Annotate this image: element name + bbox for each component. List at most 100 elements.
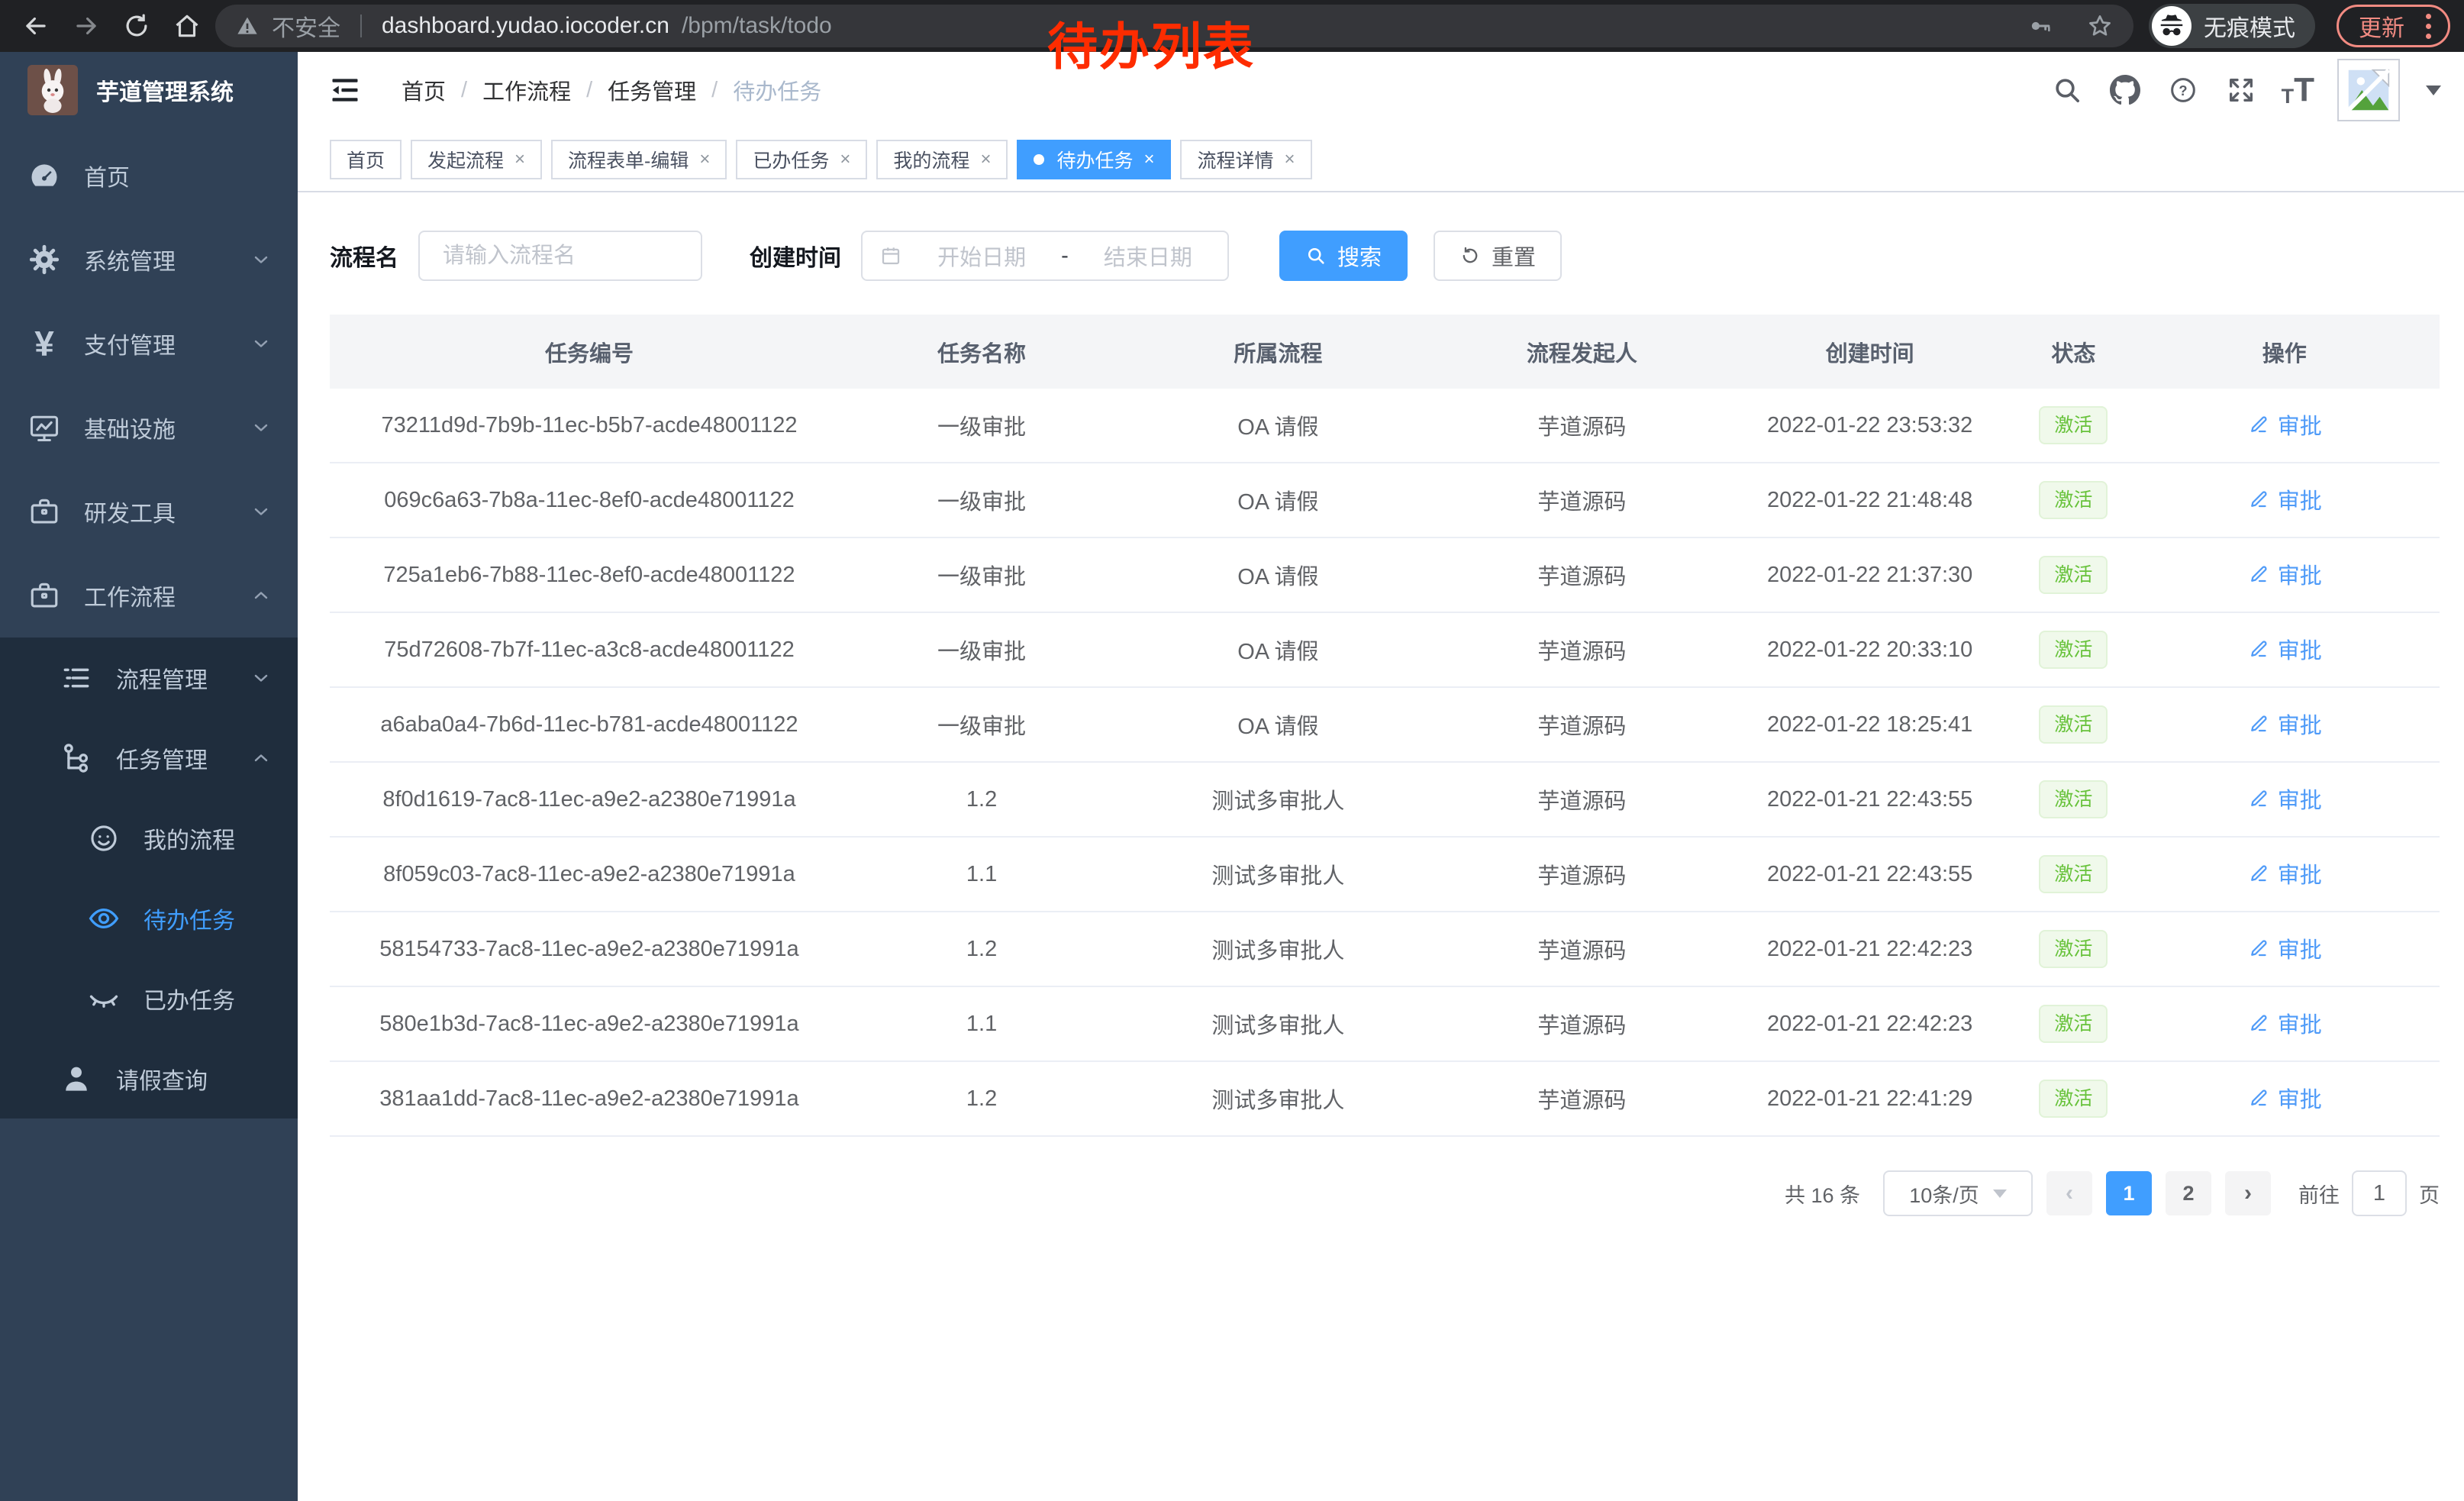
user-icon (58, 1060, 95, 1097)
view-tab[interactable]: 发起流程 × (411, 140, 543, 179)
approve-button[interactable]: 审批 (2247, 408, 2322, 441)
view-tab[interactable]: 我的流程 × (876, 140, 1008, 179)
key-icon[interactable] (2028, 13, 2054, 39)
update-label[interactable]: 更新 (2359, 16, 2404, 41)
sidebar-item[interactable]: ¥ 支付管理 (0, 302, 298, 386)
view-tab[interactable]: 首页 × (330, 140, 402, 179)
browser-forward-icon[interactable] (64, 4, 108, 48)
cell-process: 测试多审批人 (1211, 1014, 1345, 1038)
cell-task-id: 725a1eb6-7b88-11ec-8ef0-acde48001122 (383, 562, 795, 587)
close-icon[interactable]: × (514, 149, 526, 169)
prev-page-button[interactable]: ‹ (2046, 1171, 2092, 1215)
page-number-button[interactable]: 1 (2106, 1171, 2152, 1215)
approve-button[interactable]: 审批 (2247, 857, 2322, 889)
breadcrumb-separator: / (586, 77, 593, 102)
process-name-input[interactable] (418, 231, 702, 281)
search-button[interactable]: 搜索 (1279, 231, 1408, 281)
bookmark-star-icon[interactable] (2086, 12, 2114, 40)
approve-button-label: 审批 (2277, 1088, 2322, 1112)
breadcrumb-label: 待办任务 (733, 80, 822, 105)
table-row[interactable]: 73211d9d-7b9b-11ec-b5b7-acde48001122 一级审… (330, 389, 2440, 463)
view-tab[interactable]: 流程详情 × (1180, 140, 1312, 179)
url-path[interactable]: /bpm/task/todo (681, 13, 832, 38)
approve-button[interactable]: 审批 (2247, 558, 2322, 590)
sidebar-item[interactable]: 流程管理 (0, 638, 298, 718)
status-badge: 激活 (2039, 481, 2108, 519)
avatar[interactable] (2337, 59, 2400, 121)
table-row[interactable]: 58154733-7ac8-11ec-a9e2-a2380e71991a 1.2… (330, 912, 2440, 987)
table-column-header: 任务名称 (937, 341, 1027, 366)
table-row[interactable]: 8f059c03-7ac8-11ec-a9e2-a2380e71991a 1.1… (330, 838, 2440, 912)
table-column-header: 创建时间 (1825, 341, 1914, 366)
browser-menu-icon[interactable] (2420, 13, 2437, 39)
approve-button[interactable]: 审批 (2247, 783, 2322, 815)
search-icon[interactable] (2050, 73, 2085, 108)
table-row[interactable]: 75d72608-7b7f-11ec-a3c8-acde48001122 一级审… (330, 613, 2440, 688)
view-tab[interactable]: 待办任务 × (1017, 140, 1172, 179)
sidebar-item[interactable]: 工作流程 (0, 554, 298, 638)
app-title: 芋道管理系统 (96, 80, 234, 105)
security-warning-label[interactable]: 不安全 (272, 16, 340, 41)
page-number-button[interactable]: 2 (2166, 1171, 2211, 1215)
close-icon[interactable]: × (1143, 149, 1155, 169)
approve-button[interactable]: 审批 (2247, 483, 2322, 515)
table-row[interactable]: a6aba0a4-7b6d-11ec-b781-acde48001122 一级审… (330, 688, 2440, 763)
browser-home-icon[interactable] (165, 4, 209, 48)
sidebar-item[interactable]: 研发工具 (0, 470, 298, 554)
breadcrumb-item[interactable]: / 待办任务 (696, 74, 821, 106)
close-icon[interactable]: × (699, 149, 711, 169)
table-row[interactable]: 381aa1dd-7ac8-11ec-a9e2-a2380e71991a 1.2… (330, 1062, 2440, 1137)
table-row[interactable]: 580e1b3d-7ac8-11ec-a9e2-a2380e71991a 1.1… (330, 987, 2440, 1062)
sidebar-item[interactable]: 已办任务 (0, 958, 298, 1038)
view-tab[interactable]: 流程表单-编辑 × (551, 140, 727, 179)
security-warning-icon[interactable] (235, 14, 260, 38)
approve-button[interactable]: 审批 (2247, 708, 2322, 740)
cell-process: OA 请假 (1237, 490, 1319, 515)
approve-button[interactable]: 审批 (2247, 1082, 2322, 1114)
goto-page-input[interactable] (2352, 1170, 2407, 1216)
table-row[interactable]: 725a1eb6-7b88-11ec-8ef0-acde48001122 一级审… (330, 538, 2440, 613)
sidebar-fold-icon[interactable] (328, 73, 362, 107)
cell-created: 2022-01-22 20:33:10 (1767, 637, 1973, 662)
app-logo-row[interactable]: 芋道管理系统 (0, 52, 298, 128)
approve-button[interactable]: 审批 (2247, 1007, 2322, 1039)
address-bar[interactable]: 不安全 dashboard.yudao.iocoder.cn/bpm/task/… (215, 5, 2133, 47)
github-icon[interactable] (2108, 73, 2143, 108)
cell-starter: 芋道源码 (1537, 864, 1627, 889)
sidebar-item[interactable]: 任务管理 (0, 718, 298, 798)
table-header: 任务编号 任务名称 所属流程 流程发起人 创建时间 状态 操作 (330, 315, 2440, 389)
breadcrumb-item[interactable]: / 首页 (402, 74, 446, 106)
start-date-placeholder[interactable]: 开始日期 (937, 246, 1027, 270)
end-date-placeholder[interactable]: 结束日期 (1103, 246, 1192, 270)
table-row[interactable]: 069c6a63-7b8a-11ec-8ef0-acde48001122 一级审… (330, 463, 2440, 538)
sidebar-item[interactable]: 系统管理 (0, 218, 298, 302)
next-page-button[interactable]: › (2225, 1171, 2271, 1215)
help-icon[interactable]: ? (2166, 73, 2201, 108)
browser-back-icon[interactable] (14, 4, 58, 48)
sidebar-item[interactable]: 基础设施 (0, 386, 298, 470)
table-row[interactable]: 8f0d1619-7ac8-11ec-a9e2-a2380e71991a 1.2… (330, 763, 2440, 838)
browser-reload-icon[interactable] (114, 4, 159, 48)
url-host[interactable]: dashboard.yudao.iocoder.cn (382, 13, 669, 38)
sidebar-menu: 首页 系统管理 ¥ 支付管理 基础设施 研 (0, 128, 298, 1118)
sidebar-item[interactable]: 首页 (0, 134, 298, 218)
browser-update-button[interactable]: 更新 (2337, 5, 2450, 47)
approve-button[interactable]: 审批 (2247, 633, 2322, 665)
page-size-select[interactable]: 10条/页 (1883, 1170, 2033, 1216)
view-tab[interactable]: 已办任务 × (736, 140, 868, 179)
reset-button[interactable]: 重置 (1434, 231, 1563, 281)
breadcrumb-item[interactable]: / 工作流程 (446, 74, 571, 106)
date-range-picker[interactable]: 开始日期 - 结束日期 (861, 231, 1229, 281)
approve-button[interactable]: 审批 (2247, 932, 2322, 964)
close-icon[interactable]: × (1284, 149, 1295, 169)
chevron-icon (250, 417, 272, 438)
close-icon[interactable]: × (840, 149, 851, 169)
close-icon[interactable]: × (980, 149, 992, 169)
sidebar-item[interactable]: 待办任务 (0, 878, 298, 958)
sidebar-item[interactable]: 请假查询 (0, 1038, 298, 1118)
fullscreen-icon[interactable] (2224, 73, 2259, 108)
breadcrumb-item[interactable]: / 任务管理 (571, 74, 696, 106)
sidebar-item[interactable]: 我的流程 (0, 798, 298, 878)
avatar-caret-icon[interactable] (2426, 85, 2441, 95)
